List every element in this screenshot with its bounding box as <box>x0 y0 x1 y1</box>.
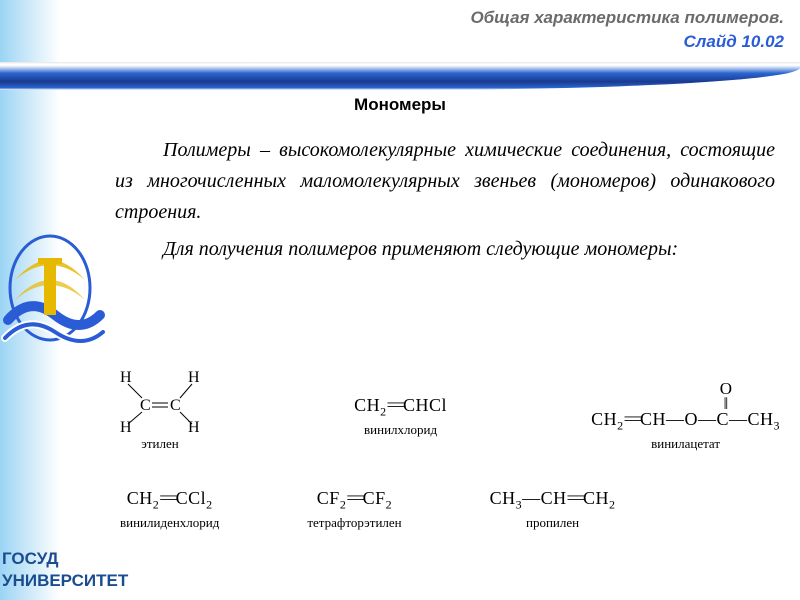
svg-text:H: H <box>120 370 132 386</box>
chem-propylene: CH3—CH==CH2 пропилен <box>490 488 616 531</box>
header-stripe <box>0 62 800 90</box>
uni-line2: УНИВЕРСИТЕТ <box>2 570 128 592</box>
ethylene-structure: H H H H C C <box>110 370 210 434</box>
propylene-formula: CH3—CH==CH2 <box>490 488 616 513</box>
chem-vinylchloride: CH2==CHCl винилхлорид <box>354 395 447 438</box>
uni-line1: ГОСУД <box>2 548 128 570</box>
chem-ethylene: H H H H C C этилен <box>110 370 210 452</box>
body-text: Полимеры – высокомолекулярные химические… <box>115 135 775 271</box>
vinylchloride-formula: CH2==CHCl <box>354 395 447 420</box>
presentation-title: Общая характеристика полимеров. <box>470 8 784 28</box>
slide-number: Слайд 10.02 <box>470 32 784 52</box>
paragraph-2: Для получения полимеров применяют следую… <box>115 234 775 265</box>
slide-subtitle: Мономеры <box>354 95 446 115</box>
vinylacetate-caption: винилацетат <box>591 436 780 452</box>
tfe-caption: тетрафторэтилен <box>307 515 401 531</box>
ethylene-caption: этилен <box>110 436 210 452</box>
slide-header: Общая характеристика полимеров. Слайд 10… <box>470 8 784 52</box>
chem-row-1: H H H H C C этилен CH2==CHCl винилхлорид… <box>110 370 780 452</box>
chem-row-2: CH2==CCl2 винилиденхлорид CF2==CF2 тетра… <box>110 488 780 531</box>
chem-vinylacetate: O ‖ CH2==CH—O—C—CH3 винилацетат <box>591 381 780 452</box>
vinylidene-caption: винилиденхлорид <box>120 515 219 531</box>
propylene-caption: пропилен <box>490 515 616 531</box>
university-label: ГОСУД УНИВЕРСИТЕТ <box>2 548 128 592</box>
vinylacetate-formula: CH2==CH—O—C—CH3 <box>591 409 780 434</box>
vinylidene-formula: CH2==CCl2 <box>120 488 219 513</box>
svg-text:C: C <box>170 397 181 414</box>
paragraph-1: Полимеры – высокомолекулярные химические… <box>115 135 775 228</box>
university-emblem <box>0 210 110 370</box>
chem-tfe: CF2==CF2 тетрафторэтилен <box>307 488 401 531</box>
chem-vinylidene: CH2==CCl2 винилиденхлорид <box>120 488 219 531</box>
svg-text:H: H <box>188 370 200 386</box>
svg-text:H: H <box>120 419 132 434</box>
vinylchloride-caption: винилхлорид <box>354 422 447 438</box>
svg-text:C: C <box>140 397 151 414</box>
tfe-formula: CF2==CF2 <box>307 488 401 513</box>
